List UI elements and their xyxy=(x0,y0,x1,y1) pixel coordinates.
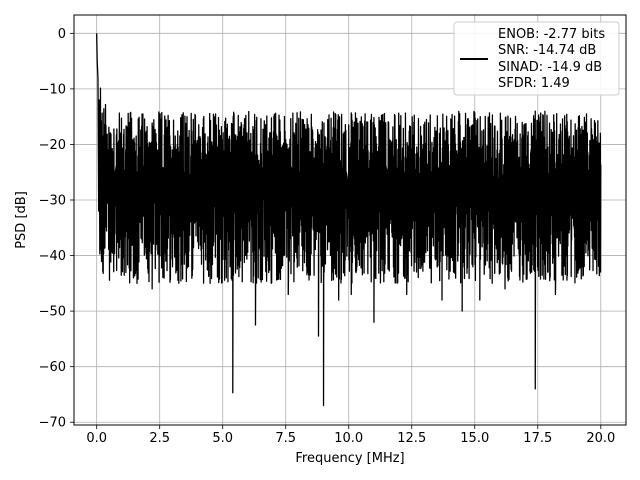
x-tick-label: 5.0 xyxy=(212,431,233,446)
tick-layer: 0.0 2.5 5.0 7.5 10.0 12.5 15.0 17.5 20.0 0 −10 −20 −… xyxy=(39,27,616,446)
legend-sinad: SINAD: -14.9 dB xyxy=(498,60,602,75)
y-tick-label: −30 xyxy=(39,194,66,209)
legend-enob: ENOB: -2.77 bits xyxy=(498,27,605,42)
data-layer xyxy=(96,33,602,407)
x-tick-label: 0.0 xyxy=(86,431,107,446)
x-tick-label: 2.5 xyxy=(149,431,170,446)
y-tick-label: −50 xyxy=(39,305,66,320)
x-tick-label: 7.5 xyxy=(275,431,296,446)
y-axis-label: PSD [dB] xyxy=(14,191,29,249)
y-tick-label: −40 xyxy=(39,249,66,264)
x-axis-label: Frequency [MHz] xyxy=(295,451,404,466)
y-tick-label: −60 xyxy=(39,360,66,375)
legend-snr: SNR: -14.74 dB xyxy=(498,43,596,58)
x-tick-label: 12.5 xyxy=(397,431,426,446)
x-tick-label: 20.0 xyxy=(586,431,615,446)
x-tick-label: 15.0 xyxy=(460,431,489,446)
x-tick-label: 17.5 xyxy=(523,431,552,446)
x-tick-label: 10.0 xyxy=(334,431,363,446)
y-tick-label: 0 xyxy=(58,27,66,42)
legend-sfdr: SFDR: 1.49 xyxy=(498,76,570,91)
y-tick-label: −20 xyxy=(39,138,66,153)
plot-frame xyxy=(73,14,627,426)
y-tick-label: −10 xyxy=(39,82,66,97)
y-tick-label: −70 xyxy=(39,416,66,431)
legend-box xyxy=(453,21,620,96)
legend: ENOB: -2.77 bits SNR: -14.74 dB SINAD: -… xyxy=(453,21,620,96)
psd-series-line xyxy=(96,33,602,407)
